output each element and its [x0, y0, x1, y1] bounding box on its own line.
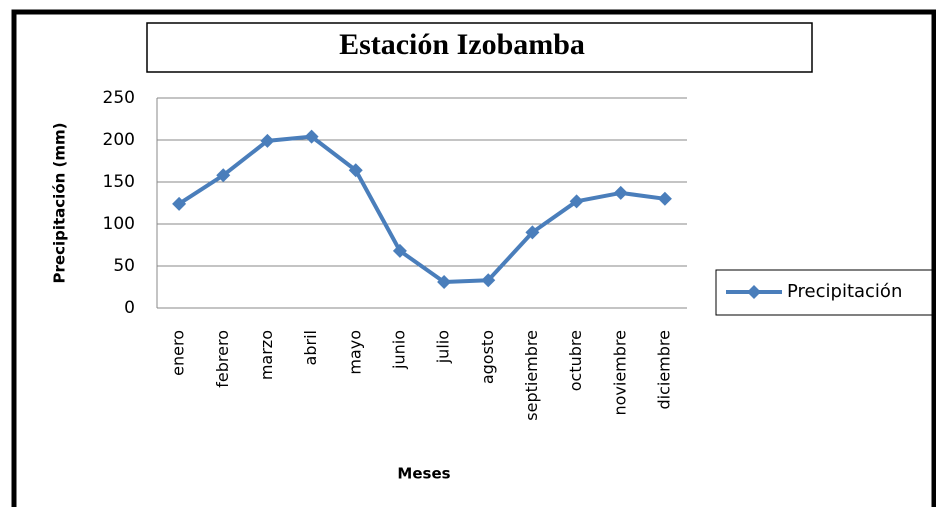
x-tick-label: agosto: [478, 330, 497, 384]
y-tick-label: 250: [103, 88, 135, 108]
chart-title: Estación Izobamba: [339, 28, 585, 61]
y-tick-label: 200: [103, 130, 135, 150]
y-axis-label: Precipitación (mm): [51, 123, 69, 284]
y-tick-label: 0: [124, 298, 135, 318]
marker: [216, 168, 231, 183]
x-tick-label: abril: [301, 330, 320, 365]
marker: [525, 225, 540, 240]
y-tick-label: 100: [103, 214, 135, 234]
x-tick-label: junio: [389, 330, 408, 370]
y-tick-label: 150: [103, 172, 135, 192]
marker: [481, 273, 496, 288]
line: [177, 134, 666, 284]
y-tick-label: 50: [113, 256, 135, 276]
legend-label: Precipitación: [787, 281, 902, 302]
marker: [304, 129, 319, 144]
x-tick-label: noviembre: [610, 330, 629, 416]
marker: [172, 196, 187, 211]
x-axis-label: Meses: [397, 465, 450, 483]
x-tick-label: julio: [434, 330, 453, 364]
marker: [348, 163, 363, 178]
x-tick-label: octubre: [566, 330, 585, 391]
marker: [392, 243, 407, 258]
marker: [657, 191, 672, 206]
x-tick-label: septiembre: [522, 330, 541, 421]
title-box: [146, 22, 813, 73]
x-tick-label: mayo: [345, 330, 364, 375]
x-tick-label: febrero: [213, 330, 232, 388]
frame: [11, 9, 936, 507]
legend-marker: [747, 285, 761, 299]
x-tick-label: marzo: [257, 330, 276, 380]
x-tick-label: diciembre: [654, 330, 673, 410]
marker: [569, 194, 584, 209]
marker: [437, 274, 452, 289]
x-tick-label: enero: [169, 330, 188, 376]
marker: [260, 133, 275, 148]
marker: [613, 185, 628, 200]
